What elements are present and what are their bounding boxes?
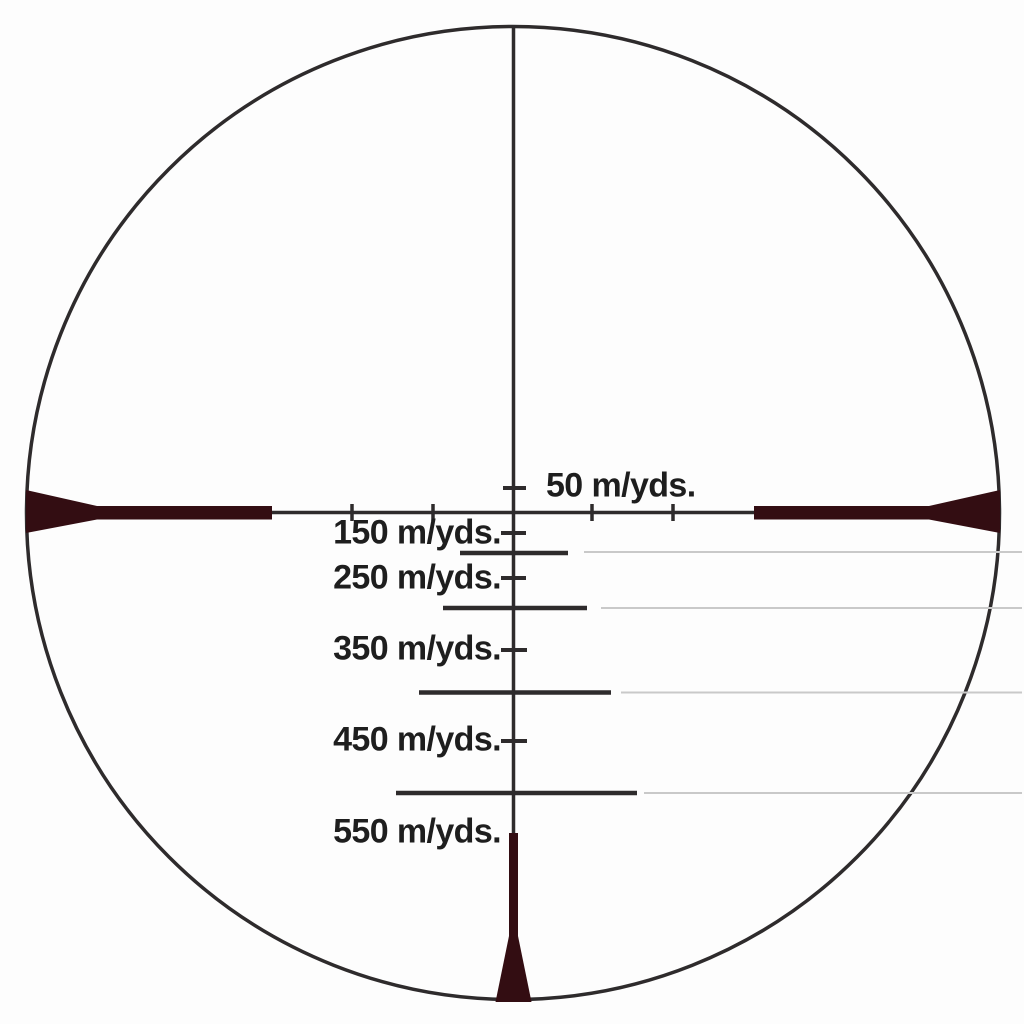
bottom-post: [495, 936, 532, 1002]
range-label-350: 350 m/yds.: [333, 629, 501, 668]
right-post: [754, 490, 1000, 533]
range-label-450: 450 m/yds.: [333, 720, 501, 759]
range-label-550: 550 m/yds.: [333, 812, 501, 851]
range-label-50: 50 m/yds.: [546, 466, 696, 505]
range-label-250: 250 m/yds.: [333, 558, 501, 597]
left-post: [26, 490, 272, 533]
range-label-150: 150 m/yds.: [333, 513, 501, 552]
